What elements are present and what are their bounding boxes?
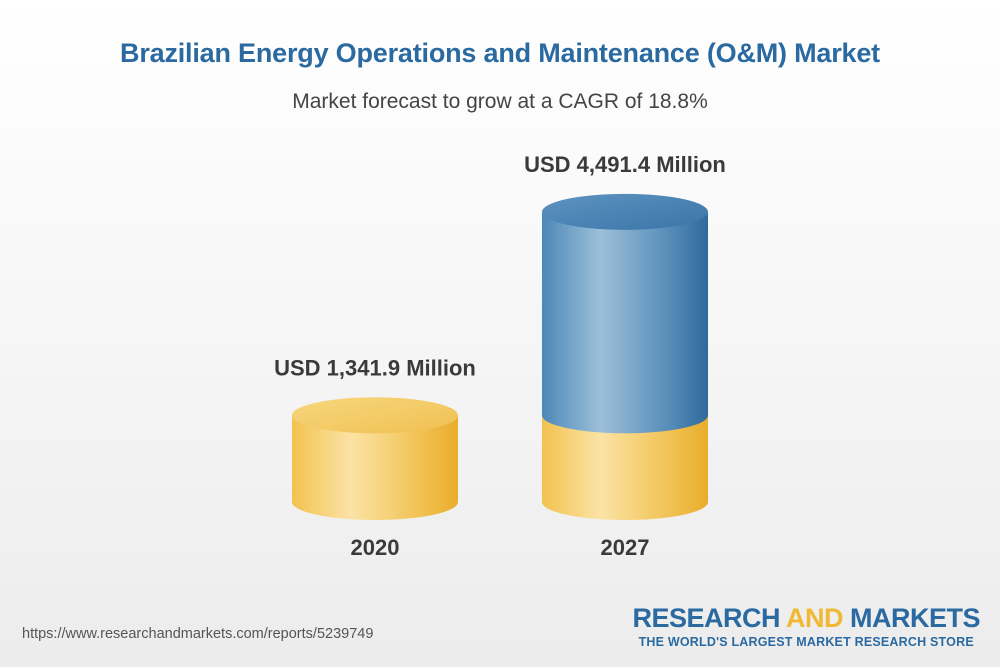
category-label: 2027	[601, 535, 650, 560]
bar-2027	[542, 193, 708, 520]
brand-name-part3: MARKETS	[843, 603, 981, 633]
brand-name-part1: RESEARCH	[632, 603, 786, 633]
bar-base-segment	[542, 415, 708, 520]
bar-top-cap	[292, 397, 458, 434]
brand-logo: RESEARCH AND MARKETS THE WORLD'S LARGEST…	[632, 604, 980, 649]
brand-name: RESEARCH AND MARKETS	[632, 604, 980, 632]
category-label: 2020	[351, 535, 400, 560]
bar-growth-segment	[542, 211, 708, 434]
chart-title: Brazilian Energy Operations and Maintena…	[120, 38, 880, 68]
chart-subtitle: Market forecast to grow at a CAGR of 18.…	[292, 90, 708, 113]
brand-tagline: THE WORLD'S LARGEST MARKET RESEARCH STOR…	[638, 635, 974, 649]
brand-name-accent: AND	[786, 603, 844, 633]
bar-base-segment	[292, 415, 458, 520]
data-label: USD 1,341.9 Million	[274, 355, 476, 380]
data-label: USD 4,491.4 Million	[524, 152, 726, 177]
bar-top-cap	[542, 193, 708, 230]
source-url[interactable]: https://www.researchandmarkets.com/repor…	[22, 626, 374, 642]
bar-2020	[292, 397, 458, 520]
